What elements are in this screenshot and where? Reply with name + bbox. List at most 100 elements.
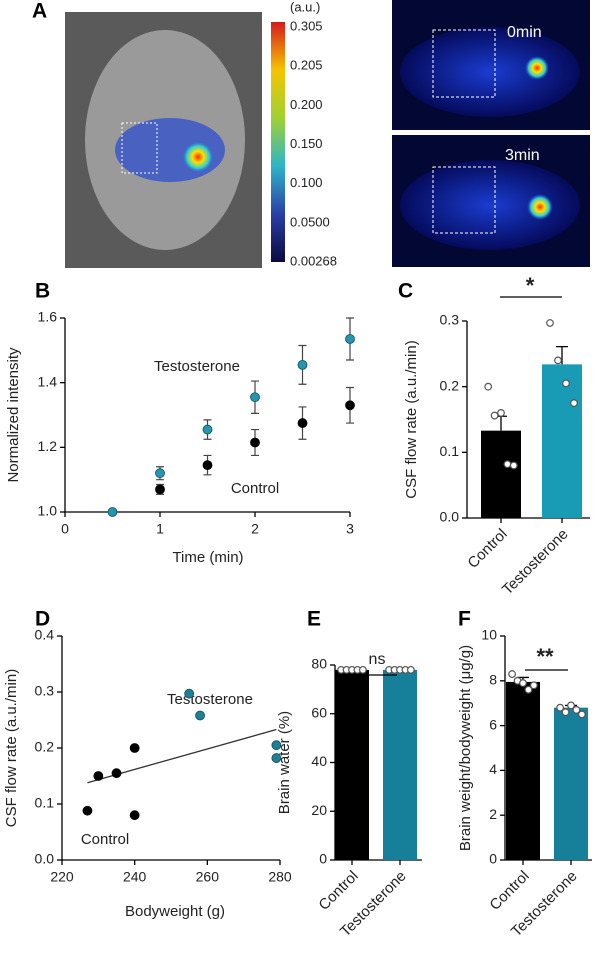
point xyxy=(524,685,533,694)
x-tick-label: Control xyxy=(464,526,510,572)
point xyxy=(406,665,415,674)
point xyxy=(250,392,260,403)
bar xyxy=(542,364,582,518)
y-tick-label: 20 xyxy=(311,802,327,818)
significance: ns xyxy=(369,651,386,668)
frame-signal xyxy=(400,27,580,117)
y-axis-label: Brain water (%) xyxy=(276,711,293,814)
point xyxy=(107,507,118,517)
x-tick-label: 1 xyxy=(156,521,164,537)
series-label: Control xyxy=(231,480,279,497)
point xyxy=(577,710,586,719)
x-axis-label: Bodyweight (g) xyxy=(125,903,225,920)
panel-label: F xyxy=(458,608,471,631)
x-tick-label: 3 xyxy=(346,521,354,537)
y-tick-label: 8 xyxy=(489,672,497,688)
y-axis-label: Normalized intensity xyxy=(5,347,22,483)
point xyxy=(250,437,260,448)
panel-a-images xyxy=(65,0,590,268)
x-tick-label: 280 xyxy=(268,869,292,885)
point xyxy=(490,411,499,420)
point xyxy=(155,484,165,495)
y-tick-label: 10 xyxy=(481,627,497,643)
y-tick-label: 4 xyxy=(489,761,497,777)
roi xyxy=(432,29,496,98)
x-tick-label: Control xyxy=(486,868,532,914)
signal-hot xyxy=(182,141,214,173)
point xyxy=(572,706,581,714)
y-tick-label: 0.3 xyxy=(440,312,460,328)
y-tick-label: 6 xyxy=(489,716,497,732)
point xyxy=(529,681,538,690)
y-tick-label: 0 xyxy=(489,851,497,867)
panel-label: E xyxy=(307,608,321,631)
point xyxy=(554,356,562,365)
point xyxy=(546,319,554,327)
colorbar-label: 0.205 xyxy=(290,58,323,73)
roi xyxy=(121,122,158,174)
panel-label: D xyxy=(35,608,50,631)
frame-hot xyxy=(527,194,553,220)
y-axis-label: CSF flow rate (a.u./min) xyxy=(403,340,420,498)
y-tick-label: 0.2 xyxy=(35,739,55,755)
roi xyxy=(432,166,496,234)
point xyxy=(570,399,578,407)
x-tick-label: 240 xyxy=(123,869,147,885)
point xyxy=(82,805,93,816)
y-tick-label: 1.0 xyxy=(38,503,58,519)
x-tick-label: 0 xyxy=(61,521,69,537)
point xyxy=(358,665,367,674)
y-tick-label: 0.1 xyxy=(35,795,55,811)
point xyxy=(155,468,165,479)
point xyxy=(345,334,355,344)
colorbar-label: 0.00268 xyxy=(290,253,337,268)
point xyxy=(484,382,493,391)
point xyxy=(567,701,575,710)
colorbar-unit: (a.u.) xyxy=(290,0,320,14)
point xyxy=(345,400,355,411)
y-tick-label: 1.2 xyxy=(38,438,58,454)
series-label: Testosterone xyxy=(154,358,240,375)
point xyxy=(497,409,505,417)
frame-signal xyxy=(400,160,580,250)
point xyxy=(503,460,512,469)
y-tick-label: 80 xyxy=(311,656,327,672)
y-tick-label: 60 xyxy=(311,704,327,720)
x-tick-label: 260 xyxy=(196,869,220,885)
y-tick-label: 0.2 xyxy=(440,377,460,393)
colorbar-label: 0.305 xyxy=(290,18,323,33)
point xyxy=(561,708,570,717)
y-tick-label: 2 xyxy=(489,806,497,822)
panel-label: A xyxy=(32,0,47,23)
point xyxy=(195,710,205,721)
colorbar-label: 0.0500 xyxy=(290,214,330,229)
y-tick-label: 0.0 xyxy=(35,851,55,867)
point xyxy=(297,418,308,428)
bar xyxy=(506,681,540,860)
y-tick-label: 1.6 xyxy=(38,309,58,325)
series-label: Control xyxy=(81,831,129,848)
panel-label: B xyxy=(35,280,50,303)
y-tick-label: 0.1 xyxy=(440,443,460,459)
series-label: Testosterone xyxy=(167,691,253,708)
frame-hot xyxy=(525,56,549,80)
panel-label: C xyxy=(398,280,413,303)
y-tick-label: 0.4 xyxy=(35,627,55,643)
significance: * xyxy=(526,273,535,298)
y-tick-label: 0.0 xyxy=(440,509,460,525)
y-axis-label: Brain weight/bodyweight (μg/g) xyxy=(457,645,474,851)
point xyxy=(509,461,518,470)
bar xyxy=(481,430,521,518)
y-tick-label: 1.4 xyxy=(38,373,58,389)
point xyxy=(111,768,122,779)
point xyxy=(271,740,282,751)
y-tick-label: 0 xyxy=(319,851,327,867)
point xyxy=(202,424,213,435)
colorbar-label: 0.100 xyxy=(290,175,323,190)
point xyxy=(184,688,195,699)
point xyxy=(297,359,308,370)
bar xyxy=(554,707,588,860)
y-tick-label: 0.3 xyxy=(35,683,55,699)
x-tick-label: 220 xyxy=(50,869,74,885)
